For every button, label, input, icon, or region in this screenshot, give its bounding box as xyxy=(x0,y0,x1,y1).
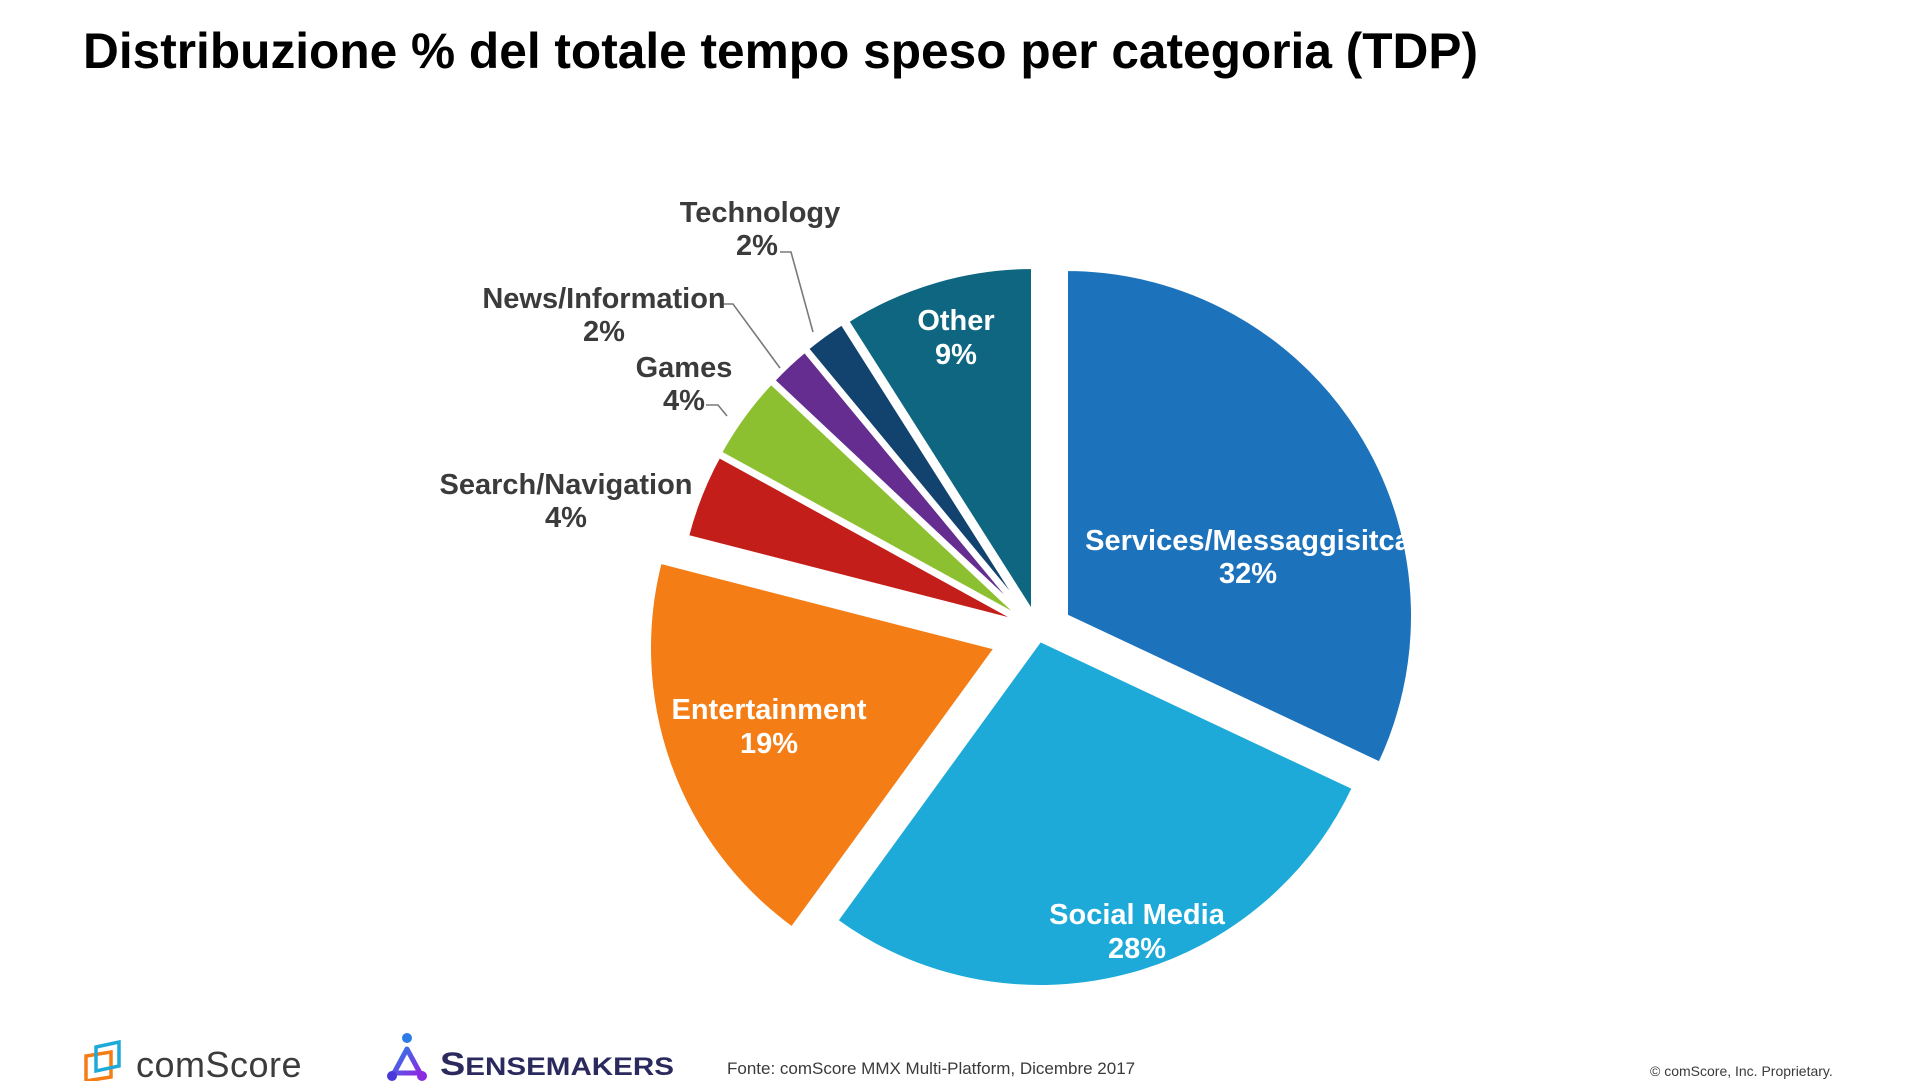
slice-label-name: Search/Navigation xyxy=(439,469,692,501)
slice-label-value: 32% xyxy=(1219,558,1277,590)
sensemakers-logo-initial: S xyxy=(440,1046,465,1081)
slice-label-value: 19% xyxy=(740,728,798,760)
pie-slice-technology xyxy=(803,320,1030,618)
source-note: Fonte: comScore MMX Multi-Platform, Dice… xyxy=(727,1059,1135,1078)
leader-line-news-information xyxy=(722,303,781,369)
leader-line-games xyxy=(706,404,728,417)
slice-label-name: News/Information xyxy=(482,283,725,315)
slice-label-value: 2% xyxy=(583,316,625,348)
sensemakers-logo-icon xyxy=(387,1033,427,1081)
slice-label-name: Services/Messaggisitca xyxy=(1085,525,1412,557)
pie-slice-services-messaggisitca xyxy=(1064,266,1415,767)
pie-slice-social-media xyxy=(833,637,1357,989)
sensemakers-logo-rest: ENSEMAKERS xyxy=(465,1053,674,1081)
comscore-logo-text: comScore xyxy=(136,1044,302,1081)
slice-label-value: 9% xyxy=(935,339,977,371)
leader-line-technology xyxy=(780,251,814,333)
sensemakers-logo-text: S ENSEMAKERS xyxy=(440,1046,674,1081)
slice-label-value: 28% xyxy=(1108,933,1166,965)
comscore-logo-icon xyxy=(84,1039,121,1081)
sensemakers-logo: S ENSEMAKERS xyxy=(387,1033,674,1081)
copyright-note: © comScore, Inc. Proprietary. xyxy=(1650,1063,1833,1079)
pie-slice-entertainment xyxy=(647,559,1000,932)
chart-title: Distribuzione % del totale tempo speso p… xyxy=(83,23,1478,79)
slice-label-value: 2% xyxy=(736,230,778,262)
slice-label-name: Games xyxy=(636,352,733,384)
pie-slice-news-information xyxy=(770,347,1028,620)
slice-label-value: 4% xyxy=(545,502,587,534)
leader-lines xyxy=(706,251,814,417)
slice-label-name: Technology xyxy=(680,197,841,229)
slice-label-name: Entertainment xyxy=(672,694,867,726)
pie-slice-search-navigation xyxy=(684,453,1024,625)
slice-label-name: Other xyxy=(917,305,994,337)
comscore-logo: comScore xyxy=(84,1039,302,1081)
pie-chart xyxy=(647,264,1415,989)
data-labels: Services/Messaggisitca 32% Social Media … xyxy=(439,197,1411,965)
pie-slice-games xyxy=(717,379,1026,622)
pie-slice-other xyxy=(844,264,1035,621)
slice-label-name: Social Media xyxy=(1049,899,1226,931)
slice-label-value: 4% xyxy=(663,385,705,417)
